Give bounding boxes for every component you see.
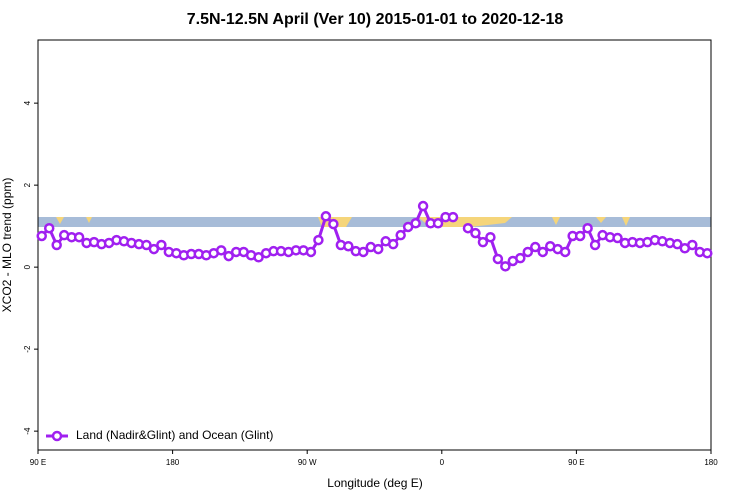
data-point <box>223 250 234 262</box>
data-point <box>477 236 489 248</box>
data-point <box>530 241 541 253</box>
y-tick-label: 4 <box>23 100 32 105</box>
data-point <box>387 238 399 250</box>
data-point <box>522 246 534 258</box>
data-point <box>148 243 160 255</box>
data-point <box>582 222 593 234</box>
data-point <box>702 247 713 259</box>
chart-title: 7.5N-12.5N April (Ver 10) 2015-01-01 to … <box>187 11 564 28</box>
data-point <box>559 246 571 258</box>
data-point <box>305 246 317 258</box>
x-tick-label: 90 E <box>568 458 584 467</box>
y-axis-label: XCO2 - MLO trend (ppm) <box>0 178 14 313</box>
data-point <box>410 218 421 229</box>
data-point <box>432 218 444 229</box>
data-point <box>485 231 496 243</box>
data-point <box>141 239 152 251</box>
data-point <box>470 227 481 239</box>
data-point <box>492 253 504 265</box>
land-patches <box>56 217 630 227</box>
data-point <box>358 246 369 258</box>
data-point <box>156 239 167 251</box>
data-point <box>215 245 227 256</box>
x-tick-label: 180 <box>166 458 180 467</box>
data-point <box>372 243 384 255</box>
plot-frame <box>37 39 712 451</box>
data-point <box>313 234 324 246</box>
ocean-band <box>38 217 711 227</box>
data-point <box>51 239 62 251</box>
data-point <box>43 222 55 234</box>
data-point <box>537 246 548 258</box>
legend-label: Land (Nadir&Glint) and Ocean (Glint) <box>76 428 273 442</box>
x-tick-label: 90 W <box>298 458 317 467</box>
x-tick-label: 180 <box>704 458 718 467</box>
data-point <box>672 238 683 250</box>
x-tick-label: 90 E <box>30 458 46 467</box>
data-point <box>687 239 698 251</box>
data-point <box>253 252 264 263</box>
data-point <box>36 230 47 242</box>
data-point <box>73 231 85 243</box>
data-point <box>447 211 459 223</box>
y-tick-label: 0 <box>23 264 32 269</box>
x-axis-label: Longitude (deg E) <box>327 476 422 490</box>
y-tick-label: -2 <box>23 345 32 353</box>
data-point <box>515 252 526 264</box>
surface-band <box>38 217 711 227</box>
data-point <box>320 211 332 222</box>
data-point <box>612 232 623 244</box>
data-point <box>589 239 601 251</box>
data-point <box>395 229 406 241</box>
y-tick-label: 2 <box>23 182 32 187</box>
data-point <box>343 240 354 252</box>
data-point <box>417 200 429 212</box>
data-point <box>462 222 474 234</box>
x-tick-label: 0 <box>440 458 445 467</box>
data-point <box>500 261 511 272</box>
legend-marker <box>51 430 63 442</box>
y-tick-label: -4 <box>23 427 32 435</box>
data-point <box>574 230 586 242</box>
data-point <box>328 218 339 230</box>
